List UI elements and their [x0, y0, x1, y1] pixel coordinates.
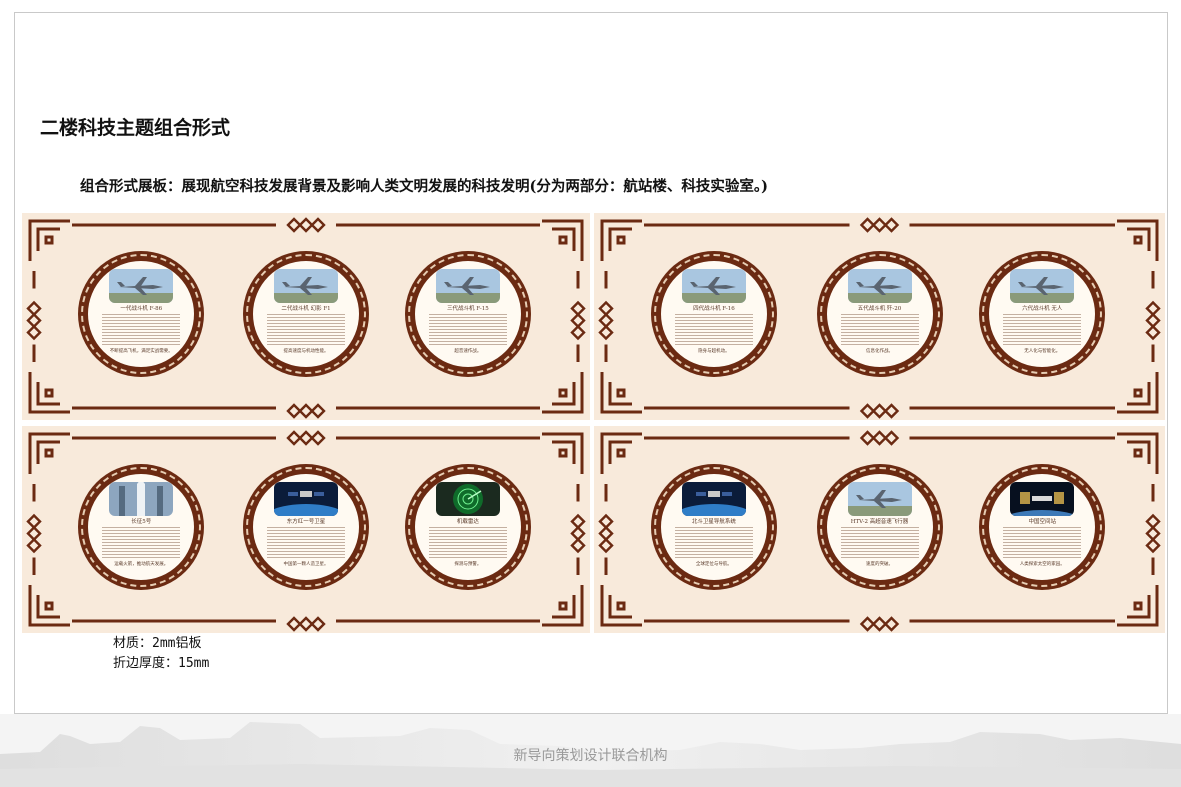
card-face: 北斗卫星导航系统 全球定位与导航。 [660, 474, 767, 580]
card-body-text [1003, 314, 1082, 346]
fret-border [819, 254, 940, 374]
jet-photo [435, 269, 500, 303]
medallion-card: 北斗卫星导航系统 全球定位与导航。 [650, 464, 777, 590]
card-title: 二代战斗机 幻影 F1 [281, 306, 331, 312]
card-title: 三代战斗机 F-15 [447, 306, 489, 312]
card-caption: 信息化作战。 [866, 349, 893, 354]
fret-border [246, 254, 366, 374]
card-body-text [428, 314, 507, 346]
fret-border [982, 254, 1103, 374]
card-face: 五代战斗机 歼-20 信息化作战。 [826, 261, 933, 367]
card-caption: 提高速度与机动性能。 [283, 349, 329, 354]
card-caption: 运载火箭，推动航天发展。 [114, 562, 169, 567]
jet-photo [274, 269, 338, 303]
card-face: 长征5号 运载火箭，推动航天发展。 [88, 474, 195, 580]
card-title: HTV-2 高超音速飞行器 [850, 519, 909, 525]
jet-photo [109, 269, 174, 303]
card-face: 六代战斗机 无人 无人化与智能化。 [989, 261, 1096, 367]
rocket-photo [109, 482, 174, 516]
card-title: 东方红一号卫星 [286, 519, 326, 525]
fret-border [81, 467, 202, 587]
medallion-card: 一代战斗机 F-86 不断提高飞机，满足实战需要。 [78, 251, 205, 377]
card-title: 一代战斗机 F-86 [120, 306, 163, 312]
card-face: 中国空间站 人类探索太空的家园。 [989, 474, 1096, 580]
station-photo [1010, 482, 1075, 516]
card-body-text [102, 527, 181, 559]
page-title: 二楼科技主题组合形式 [40, 117, 231, 139]
page-subtitle: 组合形式展板：展现航空科技发展背景及影响人类文明发展的科技发明(分为两部分：航站… [80, 178, 768, 195]
card-face: 三代战斗机 F-15 超音速作战。 [414, 261, 521, 367]
card-caption: 不断提高飞机，满足实战需要。 [109, 349, 173, 354]
card-body-text [840, 314, 919, 346]
medallion-card: 长征5号 运载火箭，推动航天发展。 [78, 464, 205, 590]
fret-border [81, 254, 202, 374]
medallion-card: 二代战斗机 幻影 F1 提高速度与机动性能。 [243, 251, 369, 377]
jet-photo [681, 269, 746, 303]
card-body-text [102, 314, 181, 346]
jet-photo [847, 482, 912, 516]
fret-border [653, 467, 774, 587]
medallion-card: 三代战斗机 F-15 超音速作战。 [404, 251, 531, 377]
card-face: 一代战斗机 F-86 不断提高飞机，满足实战需要。 [88, 261, 195, 367]
card-face: 二代战斗机 幻影 F1 提高速度与机动性能。 [253, 261, 359, 367]
fret-border [246, 467, 366, 587]
card-caption: 无人化与智能化。 [1024, 349, 1061, 354]
jet-photo [847, 269, 912, 303]
fret-border [819, 467, 940, 587]
display-panel-top-right: 四代战斗机 F-16 隐身与超机动。 五代战斗机 歼-20 信息化作战。 六代战… [594, 213, 1165, 420]
card-face: 机载雷达 探测与预警。 [414, 474, 521, 580]
card-title: 四代战斗机 F-16 [693, 306, 735, 312]
medallion-card: 四代战斗机 F-16 隐身与超机动。 [650, 251, 777, 377]
card-caption: 探测与预警。 [454, 562, 482, 567]
card-face: HTV-2 高超音速飞行器 速度的突破。 [826, 474, 933, 580]
fret-border [982, 467, 1103, 587]
card-caption: 超音速作战。 [454, 349, 482, 354]
card-body-text [428, 527, 507, 559]
display-panel-bottom-right: 北斗卫星导航系统 全球定位与导航。 HTV-2 高超音速飞行器 速度的突破。 中… [594, 426, 1165, 633]
satellite-photo [681, 482, 746, 516]
medallion-card: HTV-2 高超音速飞行器 速度的突破。 [816, 464, 943, 590]
card-title: 六代战斗机 无人 [1022, 306, 1063, 312]
card-caption: 隐身与超机动。 [698, 349, 730, 354]
card-title: 机载雷达 [456, 519, 479, 525]
medallion-card: 六代战斗机 无人 无人化与智能化。 [979, 251, 1106, 377]
material-spec: 材质：2mm铝板 折边厚度：15mm [113, 634, 209, 674]
display-panel-top-left: 一代战斗机 F-86 不断提高飞机，满足实战需要。 二代战斗机 幻影 F1 提高… [22, 213, 590, 420]
card-title: 五代战斗机 歼-20 [857, 306, 902, 312]
fret-border [407, 467, 528, 587]
card-caption: 人类探索太空的家园。 [1019, 562, 1065, 567]
card-body-text [1003, 527, 1082, 559]
card-body-text [840, 527, 919, 559]
card-body-text [674, 527, 753, 559]
card-body-text [267, 527, 345, 559]
medallion-card: 中国空间站 人类探索太空的家园。 [979, 464, 1106, 590]
jet-photo [1010, 269, 1075, 303]
card-caption: 全球定位与导航。 [695, 562, 732, 567]
medallion-card: 机载雷达 探测与预警。 [404, 464, 531, 590]
material-line: 材质：2mm铝板 [113, 636, 202, 651]
card-title: 北斗卫星导航系统 [691, 519, 736, 525]
card-caption: 速度的突破。 [866, 562, 893, 567]
footer-skyline-image [0, 714, 1181, 787]
medallion-card: 五代战斗机 歼-20 信息化作战。 [816, 251, 943, 377]
card-face: 东方红一号卫星 中国第一颗人造卫星。 [253, 474, 359, 580]
footer-organization: 新导向策划设计联合机构 [513, 748, 668, 764]
card-face: 四代战斗机 F-16 隐身与超机动。 [660, 261, 767, 367]
card-caption: 中国第一颗人造卫星。 [283, 562, 329, 567]
fret-border [653, 254, 774, 374]
fret-border [407, 254, 528, 374]
card-body-text [674, 314, 753, 346]
satellite-photo [274, 482, 338, 516]
fold-thickness-line: 折边厚度：15mm [113, 656, 210, 671]
card-title: 中国空间站 [1028, 519, 1056, 525]
card-title: 长征5号 [131, 519, 152, 525]
display-panel-bottom-left: 长征5号 运载火箭，推动航天发展。 东方红一号卫星 中国第一颗人造卫星。 机载雷… [22, 426, 590, 633]
radar-photo [435, 482, 500, 516]
card-body-text [267, 314, 345, 346]
medallion-card: 东方红一号卫星 中国第一颗人造卫星。 [243, 464, 369, 590]
